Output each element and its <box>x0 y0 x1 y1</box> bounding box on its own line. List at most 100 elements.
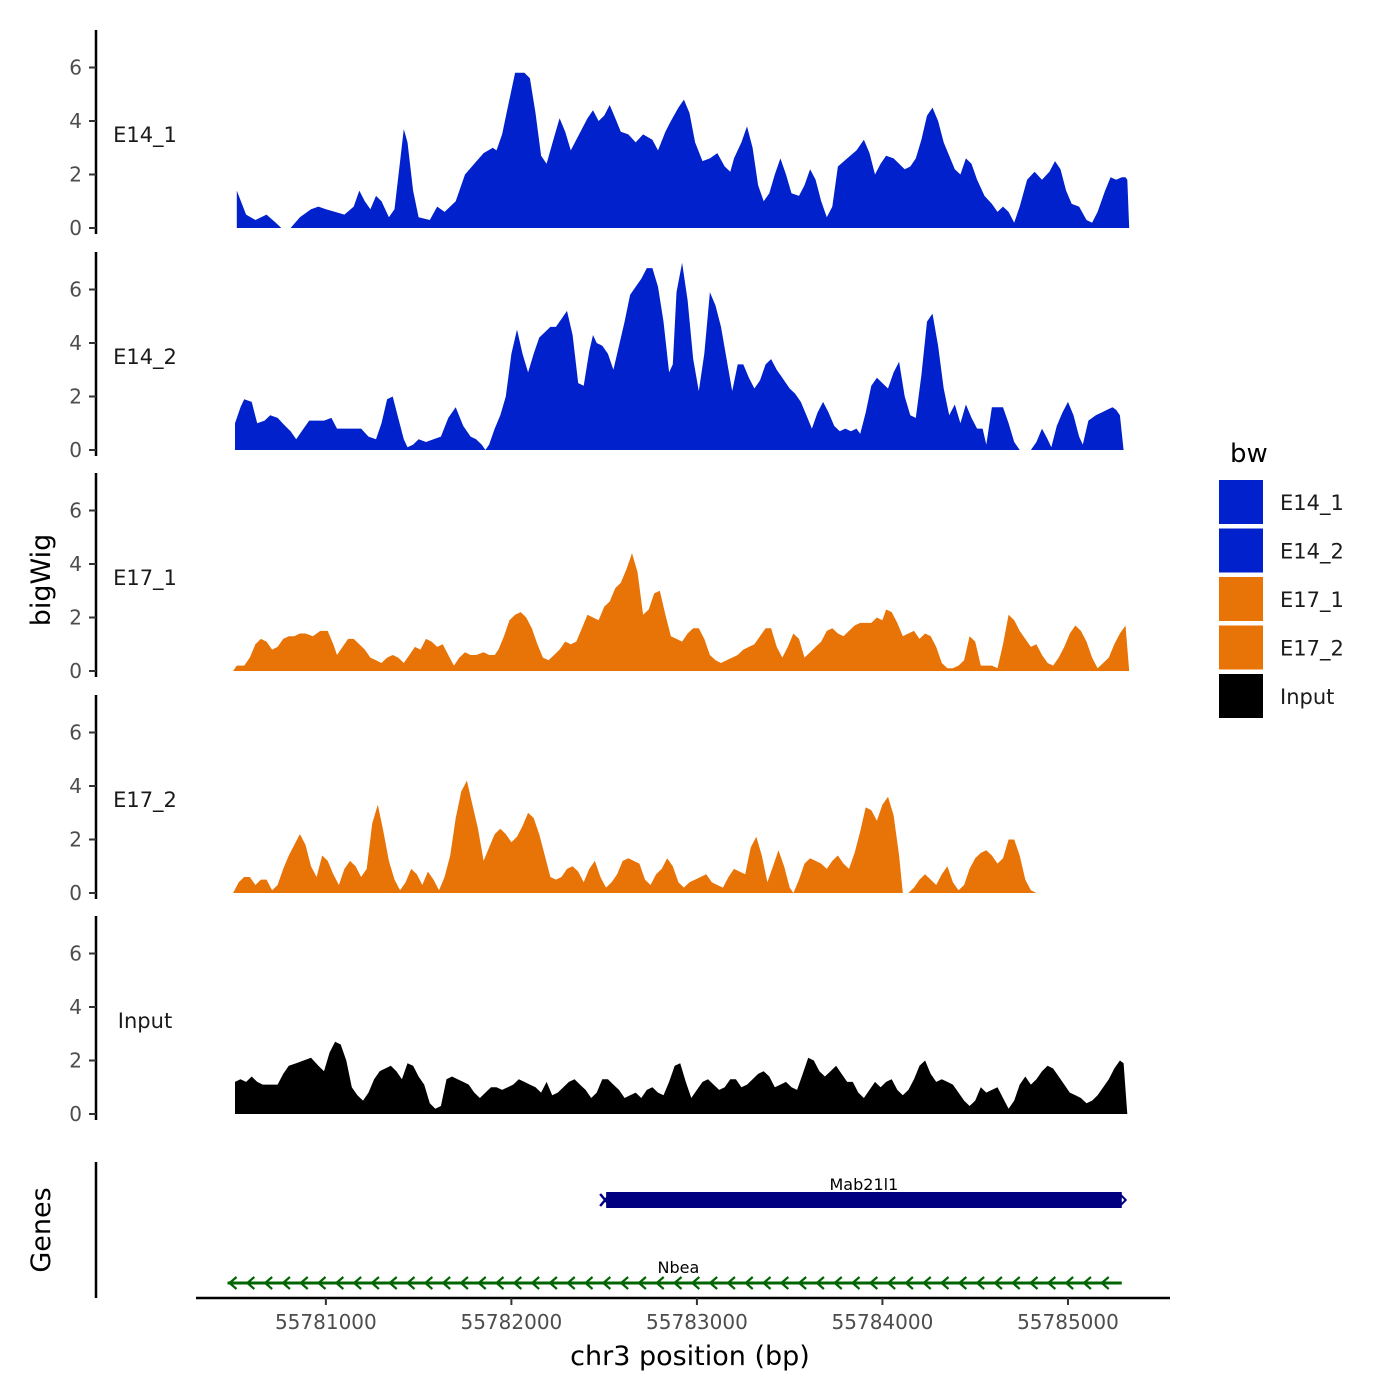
x-axis: 55781000 55782000 55783000 55784000 55785000 <box>196 1296 1170 1334</box>
strand-arrow <box>939 1276 950 1290</box>
legend-entry: E14_1 <box>1219 480 1344 524</box>
strand-arrow <box>566 1276 576 1290</box>
strand-arrow <box>1011 1276 1021 1290</box>
y-tick-label: 6 <box>69 499 82 523</box>
strand-arrow <box>815 1276 825 1290</box>
y-tick-label: 4 <box>69 552 82 576</box>
strand-arrow <box>1100 1276 1110 1290</box>
strand-arrow <box>388 1276 398 1290</box>
track-input: 0 2 4 6 Input <box>69 916 1128 1126</box>
y-tick-label: 2 <box>69 1049 82 1073</box>
y-tick-label: 0 <box>69 216 82 240</box>
strand-arrow <box>477 1276 487 1290</box>
y-tick-label: 6 <box>69 942 82 966</box>
strand-arrow <box>352 1276 362 1290</box>
signal-area <box>235 262 1124 450</box>
legend-swatch <box>1219 674 1263 718</box>
track-label: Input <box>118 1009 172 1033</box>
y-tick-label: 2 <box>69 385 82 409</box>
y-axis-title: bigWig <box>26 534 57 627</box>
gene-mab21l1: Mab21l1 <box>599 1175 1128 1208</box>
strand-arrow <box>993 1276 1003 1290</box>
strand-arrow <box>583 1276 594 1290</box>
strand-arrow <box>494 1276 505 1290</box>
legend-swatch <box>1219 528 1263 573</box>
signal-area <box>235 1041 1128 1114</box>
strand-arrow <box>1064 1276 1074 1290</box>
gene-end-mark <box>1119 1193 1128 1207</box>
track-label: E14_2 <box>113 345 177 370</box>
y-tick-label: 6 <box>69 721 82 745</box>
strand-arrow <box>672 1276 683 1290</box>
strand-arrow <box>833 1276 843 1290</box>
legend-label: E14_1 <box>1280 491 1344 516</box>
strand-arrow <box>637 1276 647 1290</box>
legend-entry: E17_1 <box>1219 577 1344 621</box>
strand-arrow <box>299 1276 309 1290</box>
gene-label: Mab21l1 <box>830 1175 899 1194</box>
legend-entry: E17_2 <box>1219 625 1344 670</box>
strand-arrow <box>334 1276 345 1290</box>
legend-swatch <box>1219 480 1263 524</box>
y-tick-label: 0 <box>69 1102 82 1126</box>
strand-arrow <box>904 1276 914 1290</box>
y-tick-label: 0 <box>69 438 82 462</box>
genes-axis-title: Genes <box>26 1187 57 1272</box>
legend-entry: Input <box>1219 674 1334 718</box>
strand-arrow <box>726 1276 736 1290</box>
strand-arrow <box>281 1276 291 1290</box>
strand-arrow <box>744 1276 754 1290</box>
track-e17-2: 0 2 4 6 E17_2 <box>69 695 1130 905</box>
strand-arrow <box>459 1276 469 1290</box>
y-tick-label: 4 <box>69 774 82 798</box>
legend-entry: E14_2 <box>1219 528 1344 573</box>
track-label: E14_1 <box>113 123 177 148</box>
strand-arrow <box>797 1276 807 1290</box>
strand-arrow <box>868 1276 879 1290</box>
legend: bw E14_1 E14_2 E17_1 E17_2 Input <box>1219 439 1344 718</box>
legend-label: E17_1 <box>1280 588 1344 613</box>
x-tick-label: 55785000 <box>1017 1310 1119 1334</box>
strand-arrow <box>655 1276 665 1290</box>
legend-label: E17_2 <box>1280 637 1344 662</box>
x-axis-title: chr3 position (bp) <box>570 1341 810 1372</box>
strand-arrow <box>548 1276 558 1290</box>
strand-arrow <box>619 1276 629 1290</box>
x-tick-label: 55782000 <box>460 1310 562 1334</box>
legend-title: bw <box>1230 439 1268 469</box>
strand-arrow <box>316 1276 327 1290</box>
track-e14-1: 0 2 4 6 E14_1 <box>69 30 1130 240</box>
strand-arrow <box>370 1276 380 1290</box>
strand-arrow <box>779 1276 790 1290</box>
track-e17-1: 0 2 4 6 E17_1 <box>69 473 1130 683</box>
y-tick-label: 2 <box>69 606 82 630</box>
legend-swatch <box>1219 625 1263 670</box>
gene-body <box>606 1192 1122 1208</box>
strand-arrow <box>227 1276 238 1290</box>
y-tick-label: 4 <box>69 331 82 355</box>
strand-arrow <box>850 1276 861 1290</box>
legend-label: Input <box>1280 685 1334 709</box>
signal-area <box>233 780 1130 893</box>
y-tick-label: 6 <box>69 56 82 80</box>
x-tick-label: 55783000 <box>646 1310 748 1334</box>
strand-arrow <box>922 1276 932 1290</box>
strand-arrow <box>601 1276 612 1290</box>
strand-arrow <box>1082 1276 1092 1290</box>
y-tick-label: 6 <box>69 278 82 302</box>
strand-arrow <box>263 1276 273 1290</box>
strand-arrow <box>690 1276 701 1290</box>
gene-label: Nbea <box>657 1258 699 1277</box>
strand-arrow <box>1028 1276 1039 1290</box>
y-tick-label: 0 <box>69 659 82 683</box>
strand-arrow <box>245 1276 256 1290</box>
tracks-layer: 0 2 4 6 E14_1 0 2 4 6 E14_2 0 2 4 6 E17_1 0 2 4 6 E17_2 0 2 4 6… <box>69 30 1130 1126</box>
y-tick-label: 4 <box>69 109 82 133</box>
track-e14-2: 0 2 4 6 E14_2 <box>69 252 1124 462</box>
strand-arrow <box>975 1276 985 1290</box>
y-tick-label: 2 <box>69 828 82 852</box>
genes-panel: Mab21l1 Nbea <box>94 1162 1128 1298</box>
legend-swatch <box>1219 577 1263 621</box>
y-tick-label: 0 <box>69 881 82 905</box>
